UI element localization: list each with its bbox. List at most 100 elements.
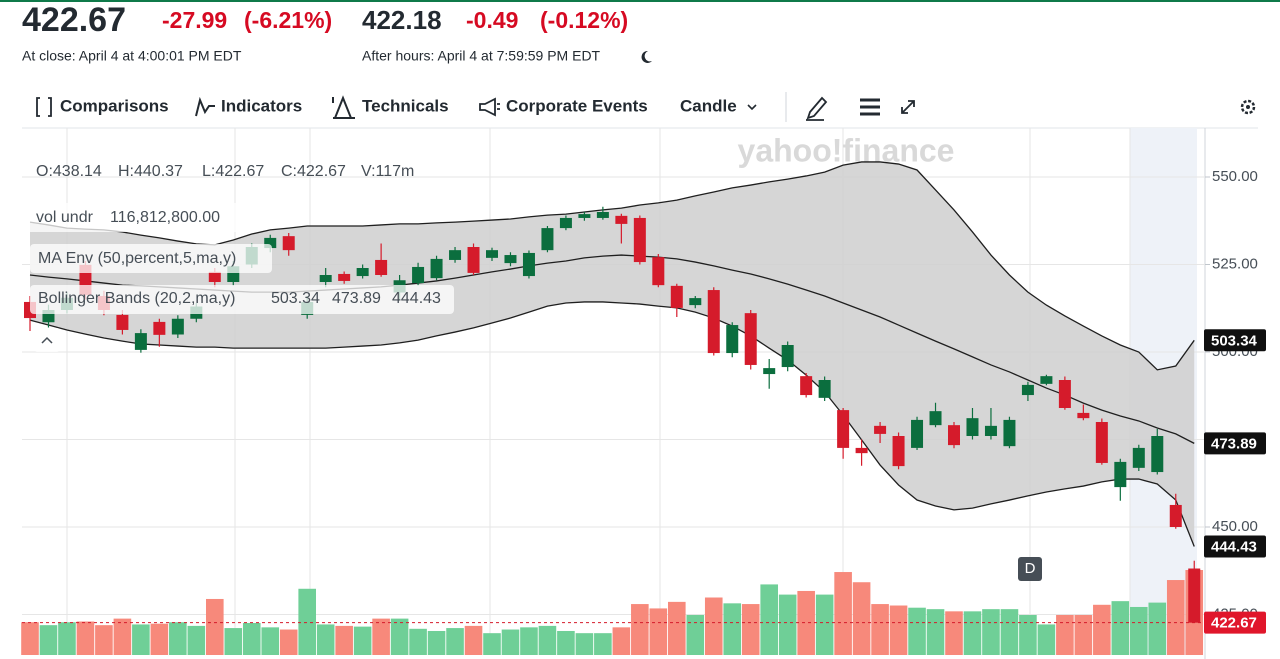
volume-bar xyxy=(1019,614,1037,655)
volume-bar xyxy=(631,604,649,655)
candle-body xyxy=(707,290,720,354)
marker-box xyxy=(1018,557,1042,581)
technicals-button[interactable]: Technicals xyxy=(332,95,449,119)
menu-button[interactable] xyxy=(860,98,880,116)
volume-bar xyxy=(316,624,335,655)
settings-button[interactable] xyxy=(1240,99,1256,115)
volume-bar xyxy=(834,572,852,655)
change-pct: (-6.21%) xyxy=(244,7,332,33)
volume-bar xyxy=(612,627,631,655)
candle-body xyxy=(1003,419,1016,447)
vol-value: 116,812,800.00 xyxy=(110,209,220,226)
chevron xyxy=(747,104,757,111)
collapse-button[interactable] xyxy=(34,328,60,352)
candle-body xyxy=(855,447,868,454)
candle-body xyxy=(984,425,997,437)
candle-body xyxy=(837,410,850,448)
ah-change-pct: (-0.12%) xyxy=(540,7,628,33)
volume-bar xyxy=(390,618,409,655)
volume-bar xyxy=(1037,624,1056,655)
volume-bar xyxy=(723,603,742,655)
candle-body xyxy=(1095,422,1108,463)
volume-bar xyxy=(113,618,132,655)
ah-price: 422.18 xyxy=(362,5,442,35)
y-tick-label: 525.00 xyxy=(1212,255,1258,272)
legend-box[interactable] xyxy=(30,244,272,273)
candle-body xyxy=(726,325,739,354)
open-label: O:438.14 xyxy=(36,163,102,180)
bollinger-legend: Bollinger Bands (20,2,ma,y) 503.34 473.8… xyxy=(38,290,441,307)
volume-bar xyxy=(1093,604,1111,655)
volume-bar xyxy=(21,622,39,655)
draw-button[interactable] xyxy=(806,96,828,121)
legend-box xyxy=(24,203,240,232)
icon xyxy=(332,95,355,119)
candle-body xyxy=(504,255,517,264)
candle-body xyxy=(1058,380,1071,409)
volume-bar xyxy=(206,598,224,655)
close-label: C:422.67 xyxy=(281,163,346,180)
volume-bar xyxy=(815,594,834,655)
price-axis: 550.00525.00500.00475.00450.00425.00503.… xyxy=(1204,168,1266,634)
legend-box[interactable] xyxy=(30,285,454,314)
dividend-marker[interactable]: D xyxy=(1018,557,1042,581)
volume-bar xyxy=(797,590,815,655)
events-button[interactable]: Corporate Events xyxy=(479,96,648,117)
candle-body xyxy=(264,237,277,249)
volume-bar xyxy=(1074,614,1093,655)
volume-bar xyxy=(132,624,150,655)
label: Candle xyxy=(680,96,737,115)
candle-body xyxy=(449,250,462,260)
volume-bar xyxy=(1130,606,1148,655)
volume-bar xyxy=(169,622,187,655)
comparisons-button[interactable]: Comparisons xyxy=(36,96,169,117)
volume-bar xyxy=(963,611,982,655)
ma-env-legend: MA Env (50,percent,5,ma,y) xyxy=(38,250,236,267)
candle-body xyxy=(412,266,425,284)
volume-bar xyxy=(242,622,261,655)
gear xyxy=(1240,99,1256,115)
volume-bar xyxy=(982,609,1000,655)
low-label: L:422.67 xyxy=(202,163,264,180)
indicators-button[interactable]: Indicators xyxy=(195,96,302,117)
volume-bar xyxy=(427,630,446,655)
volume-bar xyxy=(150,623,169,655)
price-badge xyxy=(1204,535,1266,558)
candle-body xyxy=(818,380,831,398)
volume-bar xyxy=(594,633,612,655)
candle-body xyxy=(116,314,129,330)
price-badge-label: 503.34 xyxy=(1211,332,1258,349)
volume-bar xyxy=(1000,609,1019,655)
volume-bar xyxy=(649,608,668,655)
price-badge xyxy=(1204,432,1266,455)
expand-button[interactable] xyxy=(901,100,915,114)
candle-body xyxy=(652,257,665,286)
volume-bar xyxy=(76,621,95,655)
volume-bar xyxy=(353,626,372,655)
volume-bar xyxy=(261,627,280,655)
candle-body xyxy=(486,250,498,258)
candle-body xyxy=(208,271,221,283)
watermark: yahoo!finance xyxy=(738,132,955,168)
price: 422.67 xyxy=(22,1,126,39)
bollinger-upper xyxy=(29,161,1195,371)
volume-bar xyxy=(58,622,76,655)
candle-body xyxy=(911,419,924,448)
volume-bar xyxy=(409,628,427,655)
chart-type-dropdown[interactable]: Candle xyxy=(680,96,757,115)
volume-bar xyxy=(852,582,871,655)
candle-body xyxy=(319,275,332,283)
price-badge xyxy=(1204,329,1266,352)
candle-body xyxy=(1151,436,1164,473)
volume-bar xyxy=(187,625,206,655)
candle-body xyxy=(578,214,591,218)
toolbar: Comparisons Indicators Technicals Corpor… xyxy=(36,92,1256,122)
candle-body xyxy=(1132,447,1145,468)
bb-middle: 473.89 xyxy=(332,290,381,307)
volume-bar xyxy=(279,629,298,655)
candle-body xyxy=(948,425,960,446)
ah-time: After hours: April 4 at 7:59:59 PM EDT xyxy=(362,48,601,64)
high-label: H:440.37 xyxy=(118,163,183,180)
plot xyxy=(21,161,1205,655)
